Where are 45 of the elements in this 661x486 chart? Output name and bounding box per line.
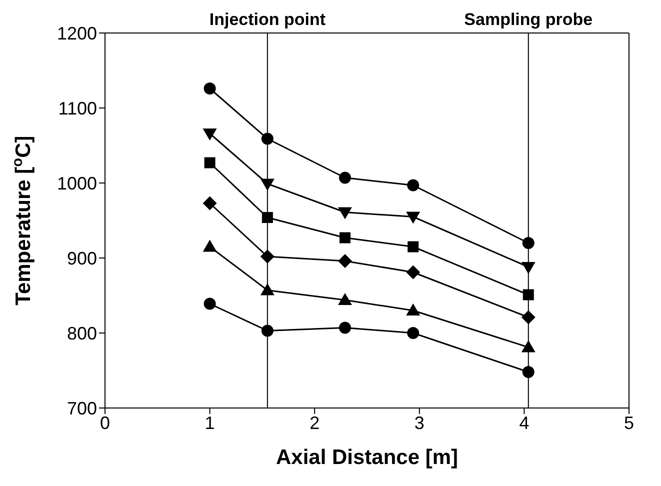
point bbox=[339, 232, 350, 244]
y-tick-label: 700 bbox=[66, 398, 97, 418]
point bbox=[204, 157, 216, 168]
y-tick-label: 1200 bbox=[56, 23, 97, 44]
x-axis-title: Axial Distance [m] bbox=[276, 446, 458, 469]
point bbox=[260, 283, 274, 296]
y-tick-label: 800 bbox=[66, 323, 97, 344]
point bbox=[521, 262, 536, 274]
point bbox=[261, 132, 274, 145]
point bbox=[522, 289, 534, 300]
point bbox=[204, 82, 216, 94]
point bbox=[522, 237, 534, 249]
point bbox=[338, 207, 352, 220]
y-tick-label: 900 bbox=[66, 248, 97, 268]
point bbox=[406, 212, 420, 224]
y-tick-label: 1100 bbox=[58, 98, 97, 118]
point bbox=[522, 366, 534, 378]
point bbox=[202, 196, 217, 210]
ref-line-label: Injection point bbox=[209, 10, 326, 29]
point bbox=[406, 304, 420, 316]
point bbox=[338, 293, 352, 305]
ref-line-label: Sampling probe bbox=[464, 10, 593, 29]
point bbox=[204, 298, 216, 310]
x-tick-label: 1 bbox=[204, 412, 215, 433]
point bbox=[406, 265, 420, 280]
point bbox=[261, 324, 274, 337]
point bbox=[338, 322, 351, 334]
point bbox=[260, 250, 274, 264]
x-tick-label: 2 bbox=[310, 412, 320, 433]
x-tick-label: 5 bbox=[624, 412, 634, 433]
point bbox=[202, 128, 217, 140]
point bbox=[338, 254, 352, 268]
point bbox=[407, 327, 420, 339]
point bbox=[260, 178, 274, 191]
point bbox=[521, 310, 536, 324]
y-tick-label: 1000 bbox=[56, 173, 97, 194]
point bbox=[202, 240, 217, 252]
point bbox=[338, 172, 351, 184]
point bbox=[521, 340, 536, 352]
x-tick-label: 4 bbox=[519, 412, 530, 433]
point bbox=[262, 212, 273, 223]
point bbox=[408, 241, 419, 252]
x-tick-label: 3 bbox=[414, 412, 424, 433]
point bbox=[407, 179, 420, 192]
x-tick-label: 0 bbox=[100, 412, 110, 433]
